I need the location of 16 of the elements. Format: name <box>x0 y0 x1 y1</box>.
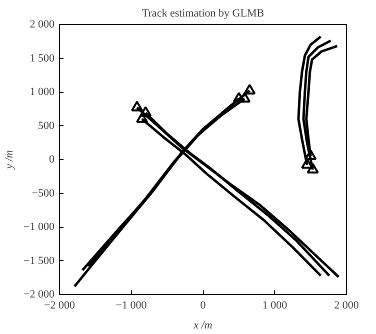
x-tick-label: −1 000 <box>116 300 148 312</box>
y-tick-label: 1 000 <box>30 86 55 98</box>
x-tick-label: 2 000 <box>334 300 360 312</box>
y-tick-label: 1 500 <box>30 52 55 64</box>
y-tick-label: −1 000 <box>24 221 55 233</box>
chart-title: Track estimation by GLMB <box>142 8 264 20</box>
x-axis-title: x /m <box>192 320 212 332</box>
y-tick-label: 500 <box>38 120 55 132</box>
y-tick-label: −500 <box>32 187 55 200</box>
y-tick-label: 2 000 <box>30 18 55 30</box>
x-tick-label: 0 <box>200 300 206 312</box>
x-tick-label: 1 000 <box>262 300 288 312</box>
y-tick-label: −2 000 <box>24 288 55 300</box>
y-tick-label: −1 500 <box>24 254 55 267</box>
y-axis-title: y /m <box>4 150 16 170</box>
y-tick-label: 0 <box>49 154 55 166</box>
